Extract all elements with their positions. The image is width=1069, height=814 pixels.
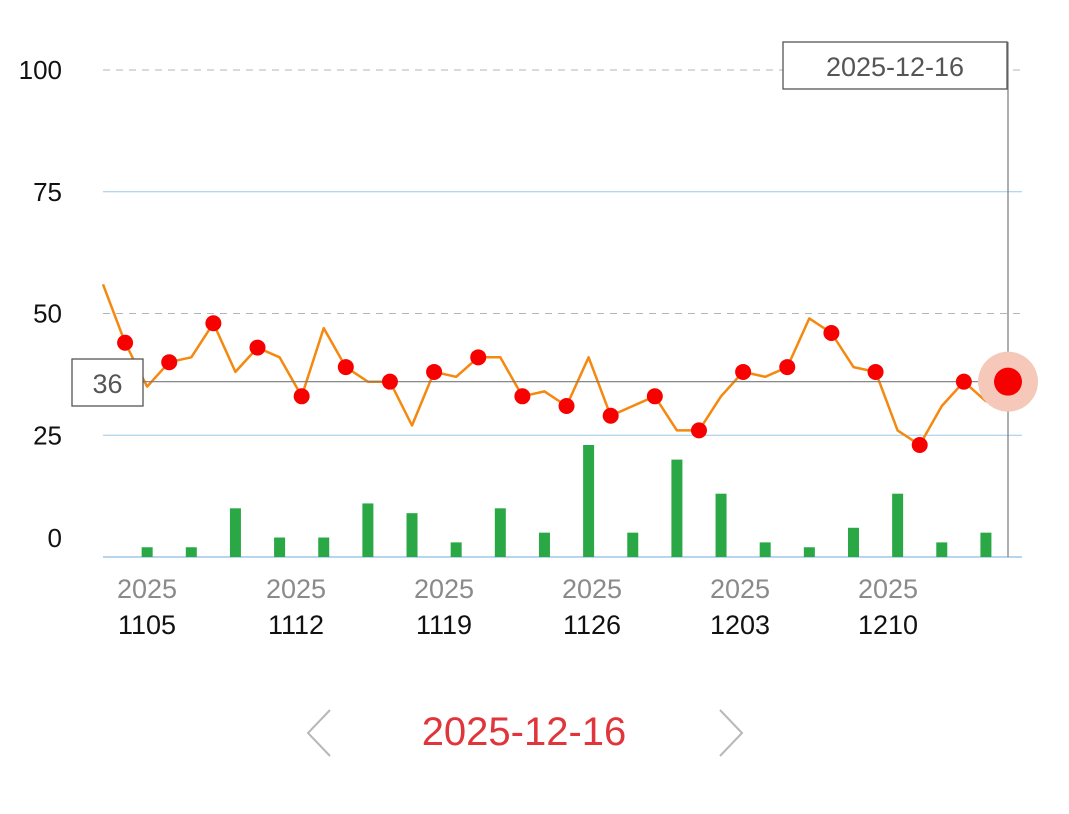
volume-bar: [847, 527, 859, 557]
line-bar-chart: 0 25 50 75 100 2025-12-16 36 2025 1105 2025 1112 20…: [19, 41, 1038, 640]
y-tick-label: 25: [33, 420, 62, 450]
x-tick-year: 2025: [562, 574, 622, 604]
y-tick-label: 0: [48, 523, 62, 553]
value-line: [101, 283, 1009, 447]
x-tick-day: 1105: [118, 610, 176, 640]
volume-bar: [229, 508, 241, 557]
volume-bar: [671, 459, 683, 557]
data-point: [735, 363, 752, 380]
volume-bar: [274, 537, 286, 557]
x-tick-day: 1203: [710, 610, 770, 640]
volume-bar: [450, 542, 462, 557]
volume-bar: [892, 493, 904, 557]
data-point: [381, 373, 398, 390]
data-point: [426, 363, 443, 380]
data-point: [911, 436, 928, 453]
volume-bar: [141, 547, 153, 557]
crosshair-date-label: 2025-12-16: [826, 52, 964, 82]
volume-bar: [583, 445, 595, 557]
data-point: [205, 315, 222, 332]
x-tick-year: 2025: [858, 574, 918, 604]
x-tick-day: 1210: [858, 610, 918, 640]
data-point: [823, 324, 840, 341]
volume-bar: [494, 508, 506, 557]
x-tick-day: 1126: [563, 610, 621, 640]
chevron-left-icon: [306, 709, 331, 757]
volume-bar: [759, 542, 771, 557]
prev-date-button[interactable]: [300, 708, 340, 758]
data-point: [602, 407, 619, 424]
volume-bar: [715, 493, 727, 557]
x-tick-day: 1119: [416, 610, 472, 640]
current-date: 2025-12-16: [421, 710, 627, 754]
y-tick-label: 50: [33, 299, 62, 329]
data-point: [646, 388, 663, 405]
data-point: [779, 359, 796, 376]
volume-bar: [362, 503, 374, 557]
data-point: [161, 354, 178, 371]
chevron-right-icon: [719, 709, 744, 757]
data-point: [117, 334, 134, 351]
y-tick-label: 75: [33, 177, 62, 207]
x-tick-day: 1112: [268, 610, 324, 640]
data-point: [514, 388, 531, 405]
crosshair-value-label: 36: [92, 369, 122, 399]
highlight-point: [994, 367, 1022, 396]
volume-bar: [318, 537, 330, 557]
crosshair-value-box: [71, 358, 144, 407]
data-point: [955, 373, 972, 390]
volume-bar: [185, 547, 197, 557]
volume-bar: [538, 532, 550, 557]
y-tick-label: 100: [19, 55, 62, 85]
x-tick-year: 2025: [117, 574, 177, 604]
data-point: [293, 388, 310, 405]
volume-bar: [980, 532, 992, 557]
data-point: [558, 398, 575, 415]
date-navigator: 2025-12-16: [0, 690, 1069, 780]
volume-bar: [406, 513, 418, 557]
data-point: [690, 422, 707, 439]
next-date-button[interactable]: [712, 708, 752, 758]
crosshair-date-box: [782, 41, 1008, 90]
data-point: [249, 339, 266, 356]
x-tick-year: 2025: [414, 574, 474, 604]
data-point: [470, 349, 487, 366]
data-point: [867, 363, 884, 380]
data-point: [337, 359, 354, 376]
volume-bar: [627, 532, 639, 557]
x-tick-year: 2025: [266, 574, 326, 604]
x-tick-year: 2025: [710, 574, 770, 604]
volume-bar: [936, 542, 948, 557]
volume-bar: [803, 547, 815, 557]
